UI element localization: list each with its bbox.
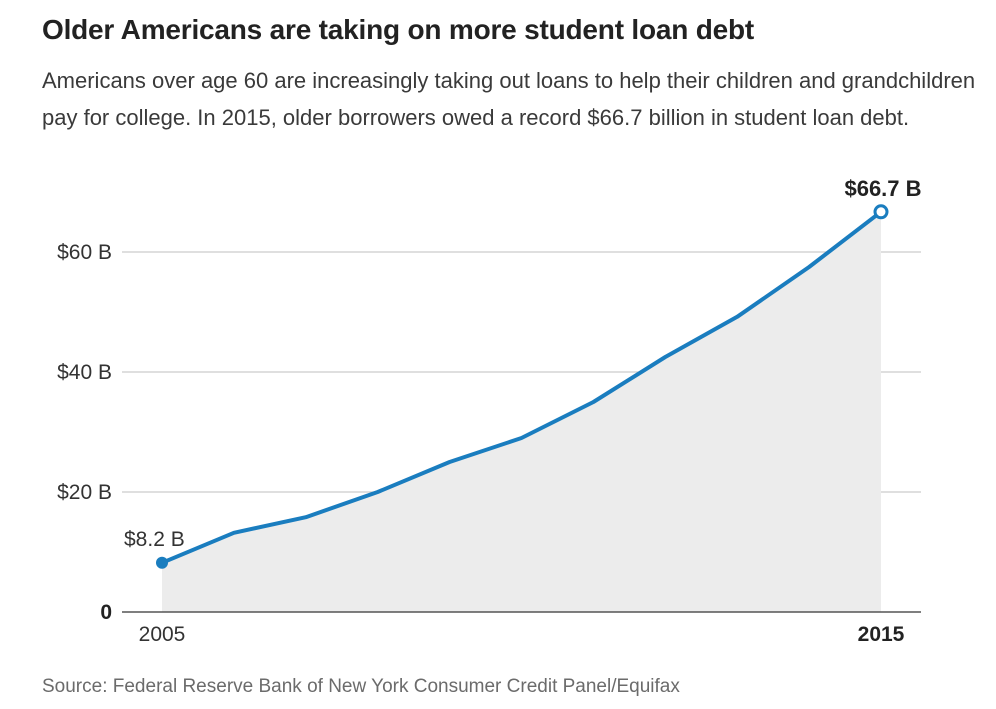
source-note: Source: Federal Reserve Bank of New York… <box>42 676 680 697</box>
area-fill <box>162 211 881 613</box>
y-tick-label: $20 B <box>57 481 112 504</box>
chart-subtitle: Americans over age 60 are increasingly t… <box>42 68 976 130</box>
end-value-label: $66.7 B <box>844 176 921 201</box>
chart-title: Older Americans are taking on more stude… <box>42 14 755 45</box>
start-value-label: $8.2 B <box>124 528 185 551</box>
y-tick-label: $40 B <box>57 361 112 384</box>
y-tick-label: $60 B <box>57 241 112 264</box>
x-tick-label: 2015 <box>858 623 905 646</box>
series-line <box>160 209 883 565</box>
x-tick-label: 2005 <box>139 623 186 646</box>
y-tick-label: 0 <box>100 601 112 624</box>
end-point <box>873 204 889 220</box>
start-point <box>156 556 168 569</box>
